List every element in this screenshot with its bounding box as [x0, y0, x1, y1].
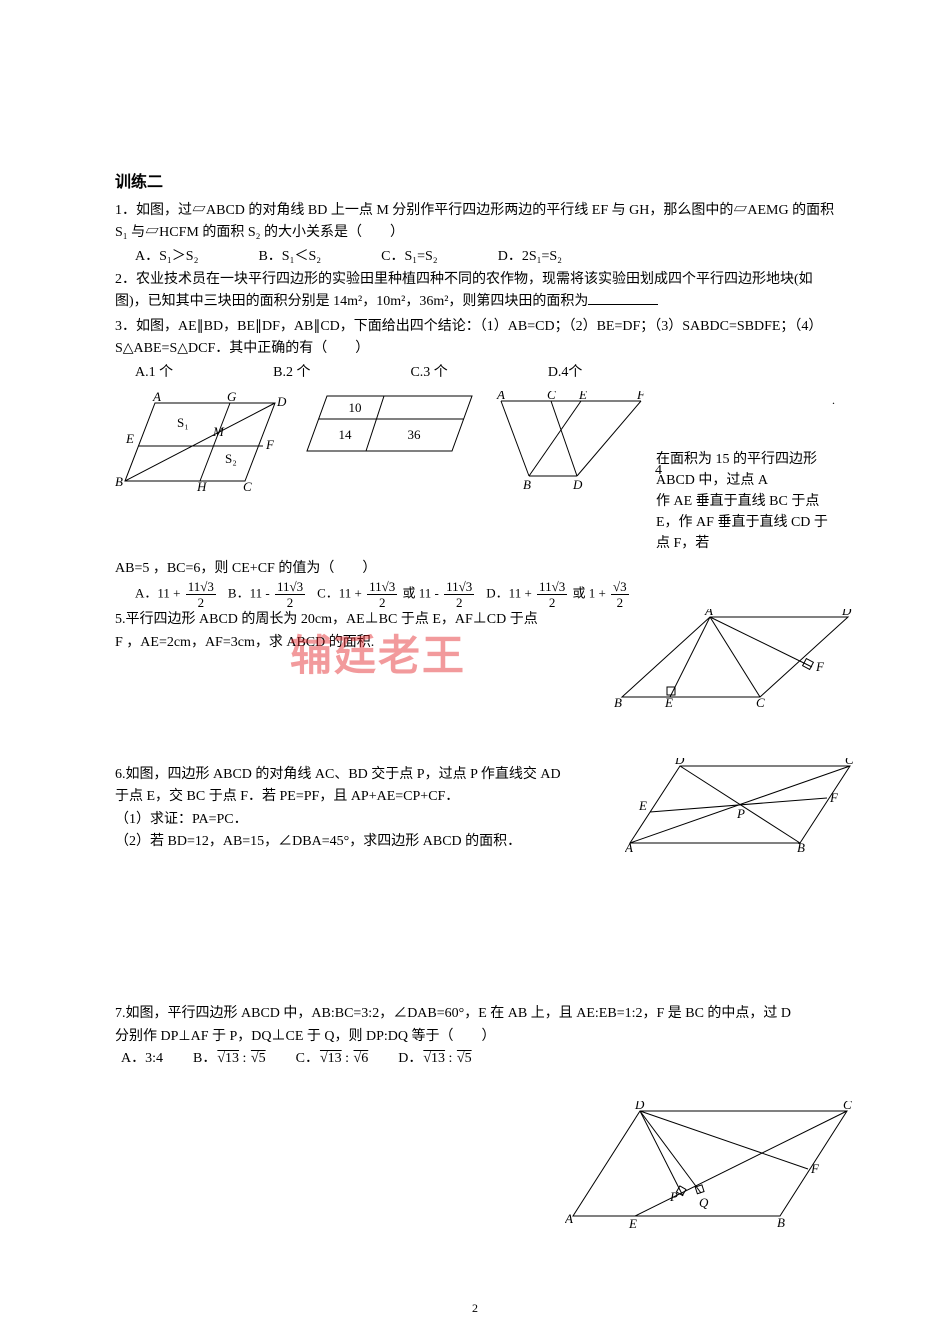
question-6: 6.如图，四边形 ABCD 的对角线 AC、BD 交于点 P，过点 P 作直线交…: [115, 764, 835, 854]
fig3-A: A: [496, 391, 505, 402]
fig7-P: P: [669, 1189, 678, 1204]
fig6-B: B: [797, 840, 805, 853]
fig3-D: D: [572, 477, 583, 491]
fig1-C: C: [243, 479, 252, 491]
q3-opt-a: A.1 个: [135, 362, 173, 384]
fig3-F: F: [636, 391, 644, 402]
q4-intro: . 在面积为 15 的平行四边形 ABCD 中，过点 A 作 AE 垂直于直线 …: [656, 391, 835, 554]
q7-options: A．3:4 B．√13 : √5 C．√13 : √6 D．√13 : √5: [115, 1048, 835, 1070]
section-title: 训练二: [115, 170, 835, 196]
fig7-A: A: [565, 1211, 573, 1226]
figure-3: A C E F B D: [489, 391, 644, 491]
fig2-c: 36: [408, 427, 422, 442]
fig1-A: A: [152, 391, 161, 404]
fig6-A: A: [625, 840, 633, 853]
q1-opt-a: A．S₁＞S₂: [135, 246, 198, 268]
figure-2: 10 14 36: [302, 391, 477, 461]
figure-1: A G D E F B H C M S₁ S₂: [115, 391, 290, 491]
fig6-C: C: [845, 758, 854, 767]
q2-text: 2．农业技术员在一块平行四边形的实验田里种植四种不同的农作物，现需将该实验田划成…: [115, 272, 813, 309]
fig5-D: D: [841, 609, 852, 618]
q4-line1: 在面积为 15 的平行四边形 ABCD 中，过点 A: [656, 449, 835, 491]
q4-opt-a: A．11 + 11√32: [135, 580, 218, 609]
fig5-F: F: [815, 659, 825, 674]
fig1-E: E: [125, 431, 134, 446]
question-5: 5.平行四边形 ABCD 的周长为 20cm，AE⊥BC 于点 E，AF⊥CD …: [115, 609, 835, 654]
fig1-S2: S₂: [225, 451, 237, 466]
fig7-E: E: [628, 1216, 637, 1231]
q4-opt-c: C．11 + 11√32 或 11 - 11√32: [317, 580, 476, 609]
fig1-B: B: [115, 474, 123, 489]
fig1-S1: S₁: [177, 415, 189, 430]
q7-opt-a: A．3:4: [121, 1048, 163, 1070]
question-2: 2．农业技术员在一块平行四边形的实验田里种植四种不同的农作物，现需将该实验田划成…: [115, 269, 835, 314]
q1-opt-b: B．S₁＜S₂: [258, 246, 321, 268]
q7-opt-c: C．√13 : √6: [296, 1048, 369, 1070]
q7-opt-d: D．√13 : √5: [398, 1048, 471, 1070]
q5-line1: 5.平行四边形 ABCD 的周长为 20cm，AE⊥BC 于点 E，AF⊥CD …: [115, 609, 595, 631]
fig1-H: H: [196, 479, 207, 491]
q1-opt-d: D．2S₁=S₂: [498, 246, 562, 268]
figure-6: D C A B E F P: [625, 758, 855, 853]
fig5-C: C: [756, 695, 765, 709]
q3-opt-d: D.4个: [548, 362, 583, 384]
question-1: 1．如图，过▱ABCD 的对角线 BD 上一点 M 分别作平行四边形两边的平行线…: [115, 200, 835, 245]
fig3-B: B: [523, 477, 531, 491]
figure-3-wrap: A C E F B D 4: [489, 391, 644, 491]
fig3-E: E: [578, 391, 587, 402]
q3-text: 3．如图，AE∥BD，BE∥DF，AB∥CD，下面给出四个结论：（1）AB=CD…: [115, 319, 822, 356]
fig5-E: E: [664, 695, 673, 709]
fig6-D: D: [674, 758, 685, 767]
figure-5: A D B E C F: [610, 609, 855, 709]
q2-blank: [588, 291, 658, 305]
q6-line1: 6.如图，四边形 ABCD 的对角线 AC、BD 交于点 P，过点 P 作直线交…: [115, 764, 585, 786]
q3-options: A.1 个 B.2 个 C.3 个 D.4个: [115, 362, 835, 384]
fig1-F: F: [265, 437, 275, 452]
fig6-F: F: [829, 790, 839, 805]
q4-number: 4: [655, 460, 662, 482]
fig2-b: 14: [339, 427, 353, 442]
fig5-B: B: [614, 695, 622, 709]
figure-7: D C A E B F P Q: [565, 1101, 855, 1231]
question-3: 3．如图，AE∥BD，BE∥DF，AB∥CD，下面给出四个结论：（1）AB=CD…: [115, 316, 835, 361]
fig2-a: 10: [349, 400, 362, 415]
q3-opt-b: B.2 个: [273, 362, 310, 384]
fig1-G: G: [227, 391, 237, 404]
fig5-A: A: [704, 609, 713, 618]
fig3-dot: .: [656, 391, 835, 409]
fig6-P: P: [736, 806, 745, 821]
document-page: 训练二 1．如图，过▱ABCD 的对角线 BD 上一点 M 分别作平行四边形两边…: [0, 0, 950, 1344]
fig7-F: F: [810, 1161, 820, 1176]
figure-row: A G D E F B H C M S₁ S₂ 10 14: [115, 391, 835, 554]
q4-opt-b: B．11 - 11√32: [228, 580, 307, 609]
q4-line2: 作 AE 垂直于直线 BC 于点 E，作 AF 垂直于直线 CD 于点 F，若: [656, 491, 835, 554]
q4-line3: AB=5 ，BC=6，则 CE+CF 的值为（ ）: [115, 558, 835, 580]
fig1-D: D: [276, 394, 287, 409]
fig7-Q: Q: [699, 1195, 709, 1210]
fig7-C: C: [843, 1101, 852, 1112]
page-number: 2: [472, 1299, 478, 1318]
q1-opt-c: C．S₁=S₂: [381, 246, 438, 268]
q4-opt-d: D．11 + 11√32 或 1 + √32: [486, 580, 630, 609]
fig1-M: M: [212, 424, 225, 439]
q7-line2: 分别作 DP⊥AF 于 P，DQ⊥CE 于 Q，则 DP:DQ 等于（ ）: [115, 1026, 835, 1048]
q7-opt-b: B．√13 : √5: [193, 1048, 266, 1070]
fig3-C: C: [547, 391, 556, 402]
q1-text: 1．如图，过▱ABCD 的对角线 BD 上一点 M 分别作平行四边形两边的平行线…: [115, 203, 834, 240]
fig6-E: E: [638, 798, 647, 813]
question-7: 7.如图，平行四边形 ABCD 中，AB:BC=3:2，∠DAB=60°，E 在…: [115, 1003, 835, 1230]
q3-opt-c: C.3 个: [410, 362, 447, 384]
q4-options: A．11 + 11√32 B．11 - 11√32 C．11 + 11√32 或…: [115, 580, 835, 609]
q1-options: A．S₁＞S₂ B．S₁＜S₂ C．S₁=S₂ D．2S₁=S₂: [115, 246, 835, 268]
fig7-B: B: [777, 1215, 785, 1230]
q7-line1: 7.如图，平行四边形 ABCD 中，AB:BC=3:2，∠DAB=60°，E 在…: [115, 1003, 835, 1025]
fig7-D: D: [634, 1101, 645, 1112]
